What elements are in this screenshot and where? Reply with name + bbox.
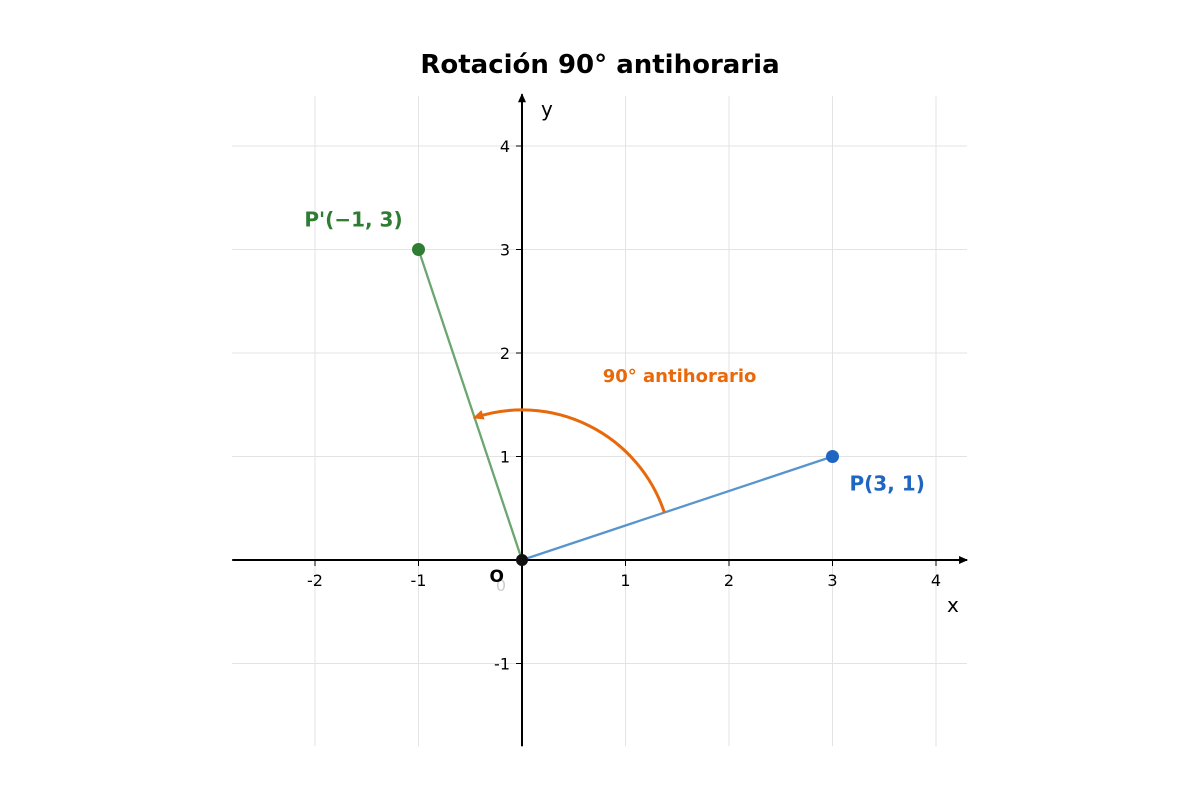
x-tick-label: -2 <box>307 571 323 590</box>
chart-marks <box>412 243 839 566</box>
origin-label: O <box>490 567 504 587</box>
chart-labels: -2 -1 1 2 3 4 -1 1 2 3 4 0 x y 90° antihorario O P(3, 1)… <box>304 97 959 674</box>
chart-title: Rotación 90° antihoraria <box>420 50 779 80</box>
point-p-prime <box>412 243 425 256</box>
point-p-label: P(3, 1) <box>850 472 925 496</box>
segment-origin-p-prime <box>417 249 524 561</box>
y-tick-label: -1 <box>494 655 510 674</box>
x-axis-name: x <box>947 593 959 617</box>
origin-point <box>516 554 528 566</box>
axes <box>232 93 969 747</box>
x-tick-label: 3 <box>827 571 837 590</box>
x-tick-label: 2 <box>724 571 734 590</box>
x-tick-label: 1 <box>620 571 630 590</box>
y-axis-name: y <box>541 97 553 121</box>
origin-tick-label: 0 <box>496 576 506 595</box>
grid <box>232 96 968 747</box>
segment-origin-p <box>521 455 833 562</box>
y-tick-label: 3 <box>500 241 510 260</box>
y-tick-label: 2 <box>500 344 510 363</box>
rotation-arc <box>472 408 666 514</box>
x-tick-label: 4 <box>931 571 941 590</box>
y-tick-label: 1 <box>500 448 510 467</box>
y-tick-label: 4 <box>500 137 510 156</box>
x-tick-label: -1 <box>411 571 427 590</box>
point-p <box>826 450 839 463</box>
point-p-prime-label: P'(−1, 3) <box>304 208 402 232</box>
rotation-arc-label: 90° antihorario <box>603 366 757 387</box>
